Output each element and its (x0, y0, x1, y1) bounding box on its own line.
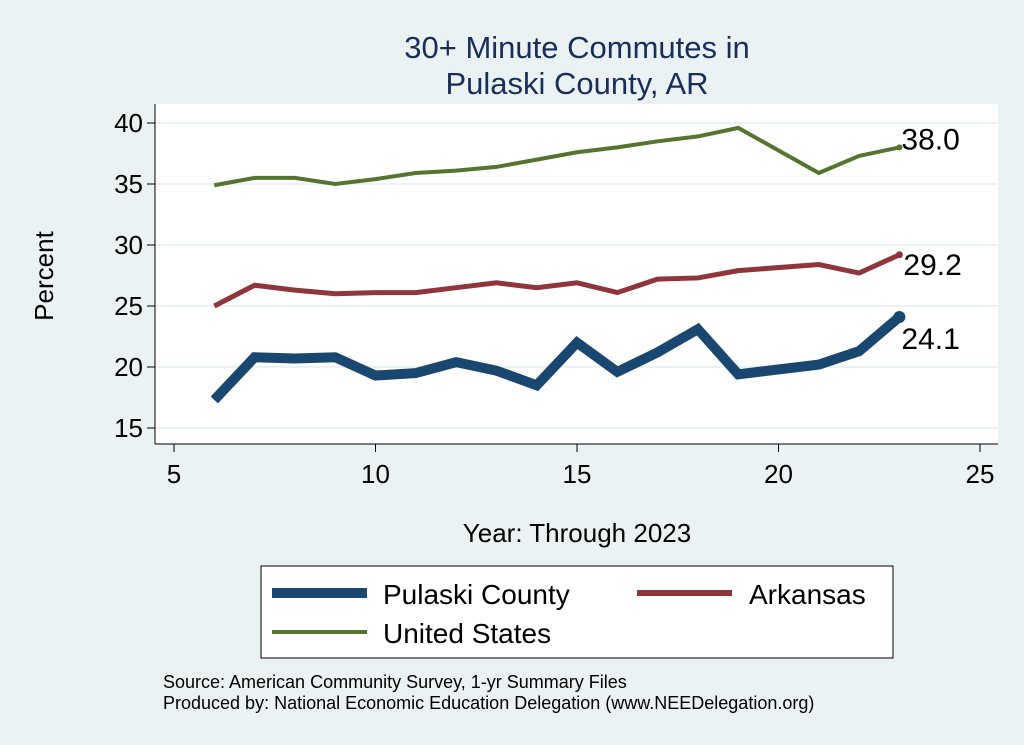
source-note: Source: American Community Survey, 1-yr … (163, 672, 627, 692)
axes: 15 20 25 30 35 40 5 10 15 20 25 (114, 104, 998, 489)
y-axis-title: Percent (29, 230, 59, 320)
legend: Pulaski County Arkansas United States (260, 565, 894, 659)
y-tick-label-35: 35 (114, 169, 143, 199)
end-label-united-states: 38.0 (901, 123, 959, 156)
series-line-pulaski-county (210, 313, 903, 404)
x-tick-label-15: 15 (563, 459, 592, 489)
chart-title-line-2: Pulaski County, AR (445, 66, 708, 101)
x-tick-label-10: 10 (361, 459, 390, 489)
x-tick-label-5: 5 (167, 459, 181, 489)
x-axis-title: Year: Through 2023 (463, 518, 691, 548)
series-end-marker-pulaski-county (893, 310, 906, 323)
series-end-marker-arkansas (895, 251, 903, 259)
series-line-united-states (213, 125, 900, 188)
series-line-arkansas (213, 252, 901, 309)
y-tick-label-25: 25 (114, 291, 143, 321)
legend-label-arkansas: Arkansas (749, 579, 866, 610)
end-label-arkansas: 29.2 (903, 249, 961, 282)
legend-label-united-states: United States (383, 618, 551, 649)
grid-lines (155, 122, 998, 429)
x-tick-label-25: 25 (966, 459, 995, 489)
legend-box (260, 565, 894, 659)
y-tick-label-15: 15 (114, 413, 143, 443)
legend-label-pulaski-county: Pulaski County (383, 579, 570, 610)
y-tick-label-40: 40 (114, 108, 143, 138)
end-label-pulaski-county: 24.1 (901, 323, 959, 356)
series-lines (210, 125, 906, 404)
end-labels: 24.1 29.2 38.0 (901, 123, 961, 356)
produced-by-note: Produced by: National Economic Education… (163, 693, 814, 713)
x-tick-label-20: 20 (764, 459, 793, 489)
y-tick-label-20: 20 (114, 352, 143, 382)
chart-title-line-1: 30+ Minute Commutes in (404, 30, 749, 65)
series-end-marker-united-states (896, 144, 903, 151)
y-tick-label-30: 30 (114, 230, 143, 260)
